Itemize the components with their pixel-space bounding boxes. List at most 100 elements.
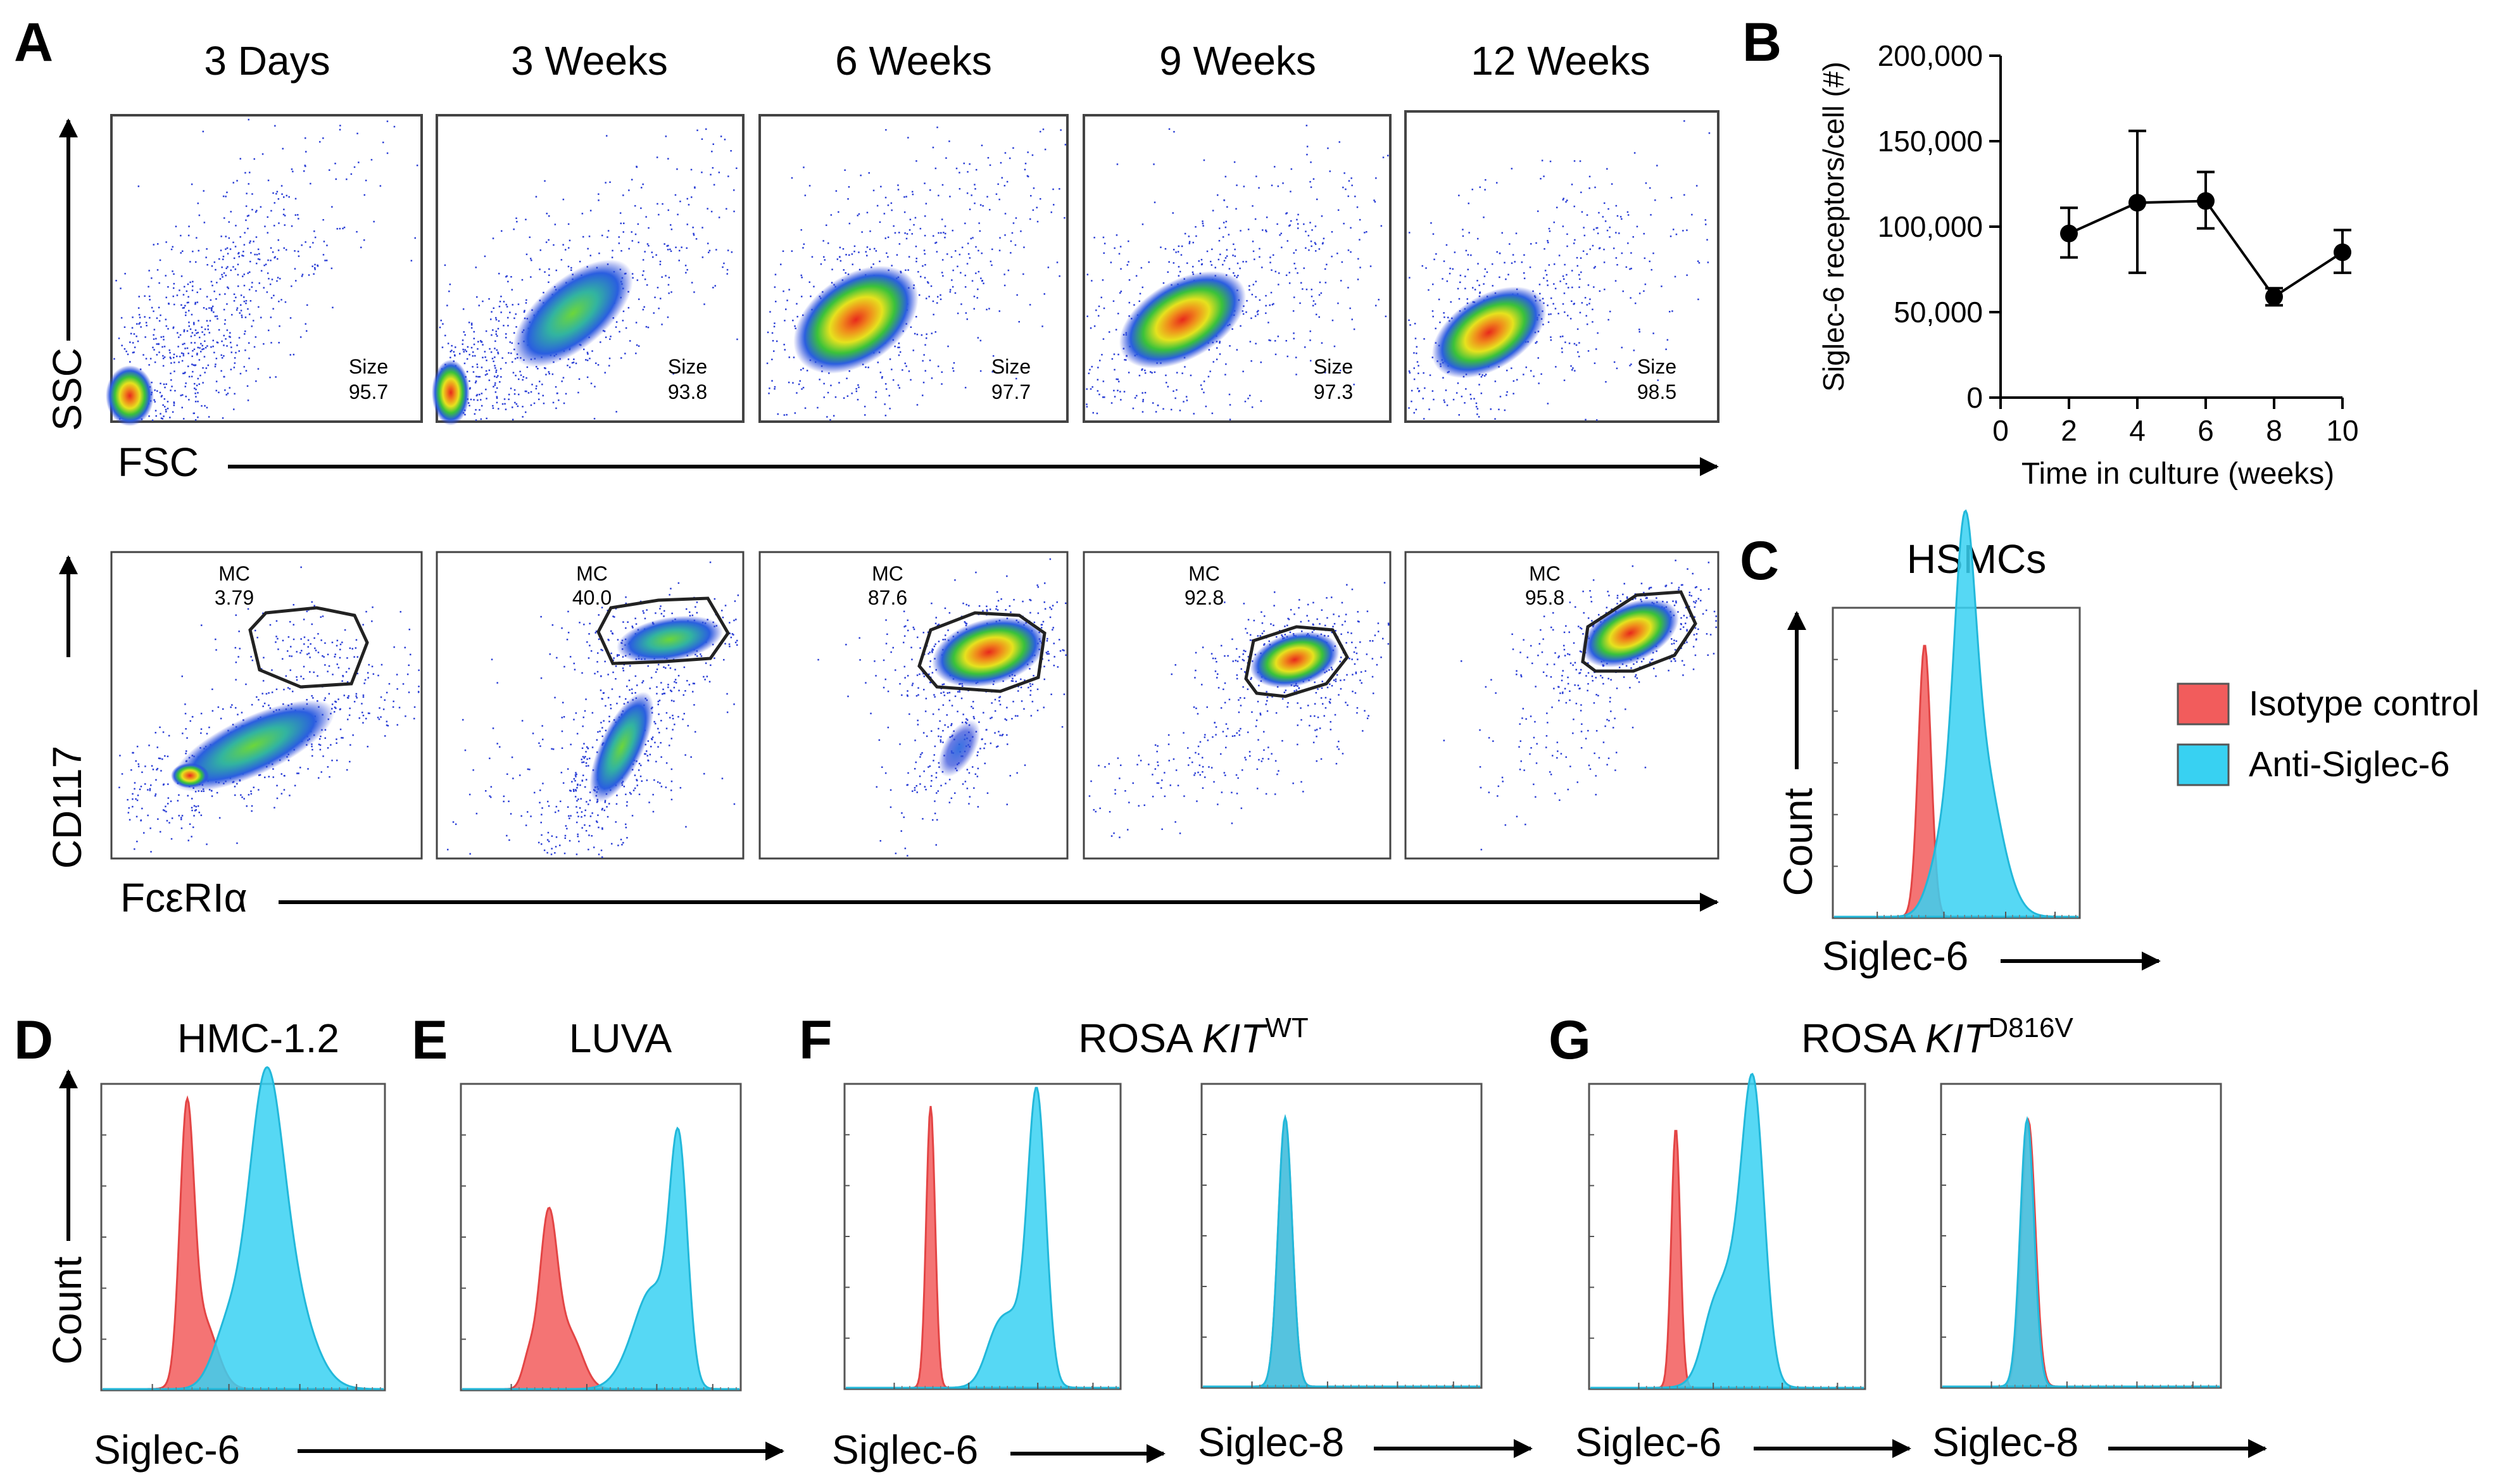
event-dot [170,800,172,802]
event-dot [1178,275,1180,277]
event-dot [282,213,285,216]
event-dot [900,830,902,832]
event-dot [942,704,945,706]
event-dot [508,352,510,354]
event-dot [1609,226,1611,229]
event-dot [1627,214,1630,216]
event-dot [885,643,888,645]
event-dot [525,411,527,413]
event-dot [492,407,494,409]
event-dot [339,648,341,651]
event-dot [197,332,199,334]
event-dot [276,191,279,192]
event-dot [656,693,658,695]
event-dot [1565,201,1567,203]
event-dot [1006,803,1008,805]
event-dot [1184,232,1186,235]
event-dot [515,313,517,315]
event-dot [625,826,627,829]
event-dot [1547,305,1549,306]
event-dot [1593,229,1595,230]
event-dot [979,370,982,372]
event-dot [1295,356,1297,358]
event-dot [670,588,672,589]
event-dot [646,284,648,286]
event-dot [148,364,150,366]
event-dot [665,727,668,729]
event-dot [722,266,724,268]
event-dot [490,351,493,353]
event-dot [952,367,954,369]
event-dot [597,731,599,733]
event-dot [499,381,501,383]
event-dot [503,301,505,303]
event-dot [1546,280,1549,282]
event-dot [631,626,633,627]
event-dot [1119,391,1121,393]
event-dot [585,698,587,700]
event-dot [555,407,557,410]
event-dot [263,343,265,345]
event-dot [669,717,671,719]
event-dot [317,651,320,653]
event-dot [589,645,591,646]
event-dot [1188,242,1190,244]
event-dot [996,745,999,747]
event-dot [230,346,232,348]
event-dot [653,720,655,723]
event-dot [1594,266,1596,268]
event-dot [1476,280,1478,282]
event-dot [180,352,183,354]
event-dot [473,399,475,401]
event-dot [485,790,487,792]
event-dot [229,387,230,389]
event-dot [625,327,627,329]
event-dot [486,398,487,399]
event-dot [388,682,391,685]
event-dot [149,317,151,319]
event-dot [589,815,592,817]
event-dot [827,242,829,244]
event-dot [468,387,471,390]
event-dot [1574,370,1576,372]
event-dot [1669,236,1672,237]
event-dot [494,356,496,358]
event-dot [118,786,120,789]
event-dot [1592,244,1594,247]
event-dot [184,703,186,705]
event-dot [541,843,543,845]
event-dot [1185,396,1188,398]
event-dot [539,789,541,791]
event-dot [657,727,659,730]
event-dot [942,639,944,641]
event-dot [966,318,968,320]
event-dot [962,714,964,715]
event-dot [170,248,173,251]
event-dot [1052,629,1053,631]
event-dot [581,779,583,781]
event-dot [1203,391,1205,394]
event-dot [564,834,567,837]
event-dot [969,208,971,210]
timepoint-label: 3 Days [204,38,330,84]
event-dot [492,237,494,239]
event-dot [1183,401,1185,403]
event-dot [581,816,582,818]
event-dot [523,311,525,313]
event-dot [928,296,930,298]
event-dot [246,215,249,217]
event-dot [439,326,441,329]
event-dot [919,783,921,785]
event-dot [659,263,662,265]
event-dot [289,317,292,319]
event-dot [565,825,567,827]
event-dot [843,269,845,271]
event-dot [468,353,470,356]
event-dot [1594,186,1596,189]
event-dot [510,813,512,815]
event-dot [1001,734,1003,736]
event-dot [908,229,911,231]
event-dot [579,807,581,809]
event-dot [690,756,692,758]
event-dot [496,335,498,337]
